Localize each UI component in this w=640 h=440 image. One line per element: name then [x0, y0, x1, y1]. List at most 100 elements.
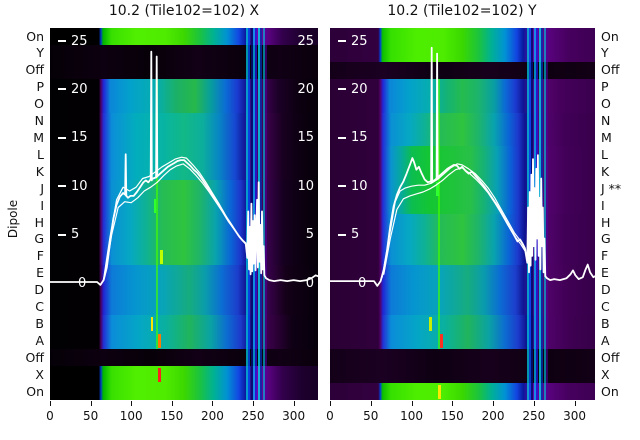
ytick-mark [58, 40, 66, 42]
ytick-mark [58, 136, 66, 139]
row-label-left: B [35, 315, 44, 331]
xtick-mark [574, 401, 576, 406]
ytick-mark [338, 136, 346, 139]
spectrum-line-main [330, 154, 595, 287]
channel-marker [158, 334, 161, 349]
xtick-label: 0 [326, 409, 334, 423]
ytick-label-left: 10 [58, 179, 88, 194]
row-label-right: On [601, 383, 619, 399]
row-label-right: L [601, 146, 608, 162]
ytick-value: 15 [297, 130, 314, 146]
xtick-mark [452, 401, 454, 406]
ytick-mark [338, 88, 346, 91]
row-label-right: P [601, 79, 609, 95]
ytick-value: 25 [71, 33, 88, 49]
row-label-right: D [601, 282, 611, 298]
heatmap-row [330, 44, 595, 63]
spectrum-line-spike [430, 46, 434, 184]
panel-x-title: 10.2 (Tile102=102) X [108, 3, 260, 19]
heatmap-row [330, 61, 595, 80]
ytick-label-left: 5 [58, 227, 79, 242]
ytick-label-left: 5 [338, 227, 359, 242]
rfi-stripe [245, 28, 248, 400]
heatmap-row [330, 28, 595, 46]
ytick-label-left: 10 [338, 179, 368, 194]
xtick-mark [493, 401, 495, 406]
row-label-left: X [35, 366, 44, 382]
heatmap-row [330, 146, 595, 164]
row-label-right: O [601, 96, 611, 112]
ytick-value: 10 [71, 178, 88, 194]
heatmap-row [330, 383, 595, 400]
row-label-right: B [601, 315, 610, 331]
ytick-mark [58, 185, 66, 188]
rfi-stripe [546, 28, 549, 400]
xtick-label: 50 [363, 409, 379, 423]
ytick-label-right: 15 [297, 130, 314, 145]
ytick-label-left: 25 [338, 34, 368, 49]
ytick-value: 5 [351, 227, 360, 243]
heatmap-row [330, 78, 595, 97]
rfi-stripe [265, 28, 268, 400]
xtick-mark [212, 401, 214, 406]
xtick-label: 250 [522, 409, 546, 423]
channel-marker [438, 385, 441, 399]
row-label-left: On [26, 383, 44, 399]
ytick-label-right: 5 [306, 227, 314, 242]
ytick-value: 20 [351, 81, 368, 97]
ytick-value: 5 [305, 227, 314, 243]
xtick-mark [533, 401, 535, 406]
ytick-value: 0 [78, 275, 87, 291]
ytick-value: 25 [297, 33, 314, 49]
spectrum-line-band-upper [381, 163, 527, 278]
row-label-right: I [601, 197, 605, 213]
row-label-right: C [601, 299, 610, 315]
row-label-left: A [35, 332, 44, 348]
ytick-value: 15 [71, 130, 88, 146]
row-label-left: H [34, 214, 44, 230]
row-label-right: K [601, 163, 610, 179]
heatmap-row [330, 298, 595, 316]
ytick-value: 10 [297, 178, 314, 194]
xtick-label: 300 [282, 409, 306, 423]
spectrum-overlay [330, 46, 595, 287]
ytick-value: 10 [351, 178, 368, 194]
ytick-label-right: 0 [306, 276, 314, 291]
panel-y-title: 10.2 (Tile102=102) Y [387, 3, 537, 19]
heatmap-panel-y: 25 20 15 10 5 0 [330, 28, 595, 400]
ytick-label-left: 20 [58, 82, 88, 97]
xtick-mark [90, 401, 92, 406]
channel-marker [160, 249, 163, 264]
ytick-mark [58, 88, 66, 91]
row-label-right: H [601, 214, 611, 230]
spectrum-line-spike [155, 55, 159, 179]
row-label-right: Y [601, 45, 609, 61]
row-label-right: X [601, 366, 610, 382]
xtick-label: 150 [440, 409, 464, 423]
ytick-label-left: 25 [58, 34, 88, 49]
heatmap-row [330, 366, 595, 384]
spectrum-line-band-lower [104, 163, 247, 275]
xtick-mark [131, 401, 133, 406]
ytick-label-left: 20 [338, 82, 368, 97]
spectrum-line-band-upper [103, 156, 247, 280]
row-label-right: On [601, 28, 619, 44]
xtick-label: 200 [481, 409, 505, 423]
xtick-label: 150 [160, 409, 184, 423]
heatmap-row [330, 112, 595, 130]
ytick-label-left: 0 [78, 276, 86, 291]
ytick-value: 5 [71, 227, 80, 243]
row-label-right: F [601, 248, 609, 264]
xtick-mark [293, 401, 295, 406]
ytick-mark [338, 40, 346, 42]
heatmap-row [330, 332, 595, 350]
row-label-right: J ** [601, 180, 622, 196]
channel-marker [158, 368, 161, 383]
row-label-left: Off [25, 349, 44, 365]
channel-marker [436, 182, 439, 197]
xtick-mark [253, 401, 255, 406]
ytick-value: 20 [297, 81, 314, 97]
ytick-label-right: 10 [297, 179, 314, 194]
channel-marker [150, 317, 154, 332]
xtick-label: 0 [46, 409, 54, 423]
